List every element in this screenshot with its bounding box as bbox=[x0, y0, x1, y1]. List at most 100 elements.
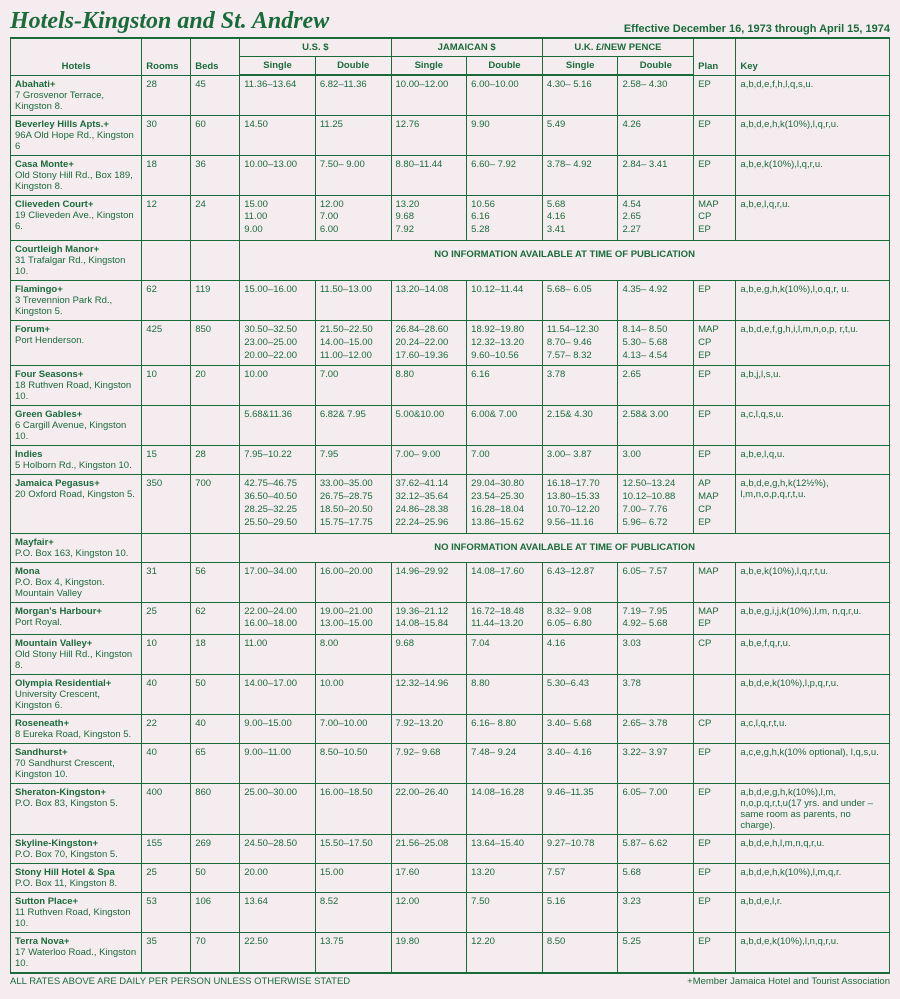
plan-cell: CP bbox=[694, 715, 736, 744]
hotel-cell: Clieveden Court+19 Clieveden Ave., Kings… bbox=[11, 195, 142, 240]
uk-double: 2.84– 3.41 bbox=[618, 155, 694, 195]
beds-cell: 18 bbox=[191, 635, 240, 675]
uk-single: 8.32– 9.086.05– 6.80 bbox=[542, 602, 618, 635]
hotel-cell: Mountain Valley+Old Stony Hill Rd., King… bbox=[11, 635, 142, 675]
us-double: 7.50– 9.00 bbox=[315, 155, 391, 195]
jam-single: 13.20–14.08 bbox=[391, 280, 467, 320]
jam-single: 12.00 bbox=[391, 893, 467, 933]
jam-double: 6.16 bbox=[467, 366, 543, 406]
hotel-cell: Indies5 Holborn Rd., Kingston 10. bbox=[11, 446, 142, 475]
plan-cell: EP bbox=[694, 280, 736, 320]
plan-cell: EP bbox=[694, 366, 736, 406]
rooms-cell bbox=[142, 533, 191, 562]
jam-single: 9.68 bbox=[391, 635, 467, 675]
beds-cell: 106 bbox=[191, 893, 240, 933]
jam-double: 18.92–19.8012.32–13.209.60–10.56 bbox=[467, 320, 543, 365]
us-double: 13.75 bbox=[315, 933, 391, 973]
uk-double: 2.65 bbox=[618, 366, 694, 406]
uk-double: 6.05– 7.57 bbox=[618, 562, 694, 602]
rooms-cell: 10 bbox=[142, 635, 191, 675]
uk-double: 5.25 bbox=[618, 933, 694, 973]
rooms-cell bbox=[142, 240, 191, 280]
hotel-cell: Flamingo+3 Trevennion Park Rd., Kingston… bbox=[11, 280, 142, 320]
uk-double: 2.58& 3.00 bbox=[618, 406, 694, 446]
plan-cell: EP bbox=[694, 446, 736, 475]
jam-double: 10.12–11.44 bbox=[467, 280, 543, 320]
us-double: 19.00–21.0013.00–15.00 bbox=[315, 602, 391, 635]
us-single: 20.00 bbox=[240, 864, 316, 893]
jam-single: 17.60 bbox=[391, 864, 467, 893]
jam-single: 21.56–25.08 bbox=[391, 835, 467, 864]
beds-cell: 119 bbox=[191, 280, 240, 320]
uk-double: 6.05– 7.00 bbox=[618, 784, 694, 835]
uk-double: 4.35– 4.92 bbox=[618, 280, 694, 320]
us-single: 9.00–15.00 bbox=[240, 715, 316, 744]
beds-cell: 70 bbox=[191, 933, 240, 973]
hotel-cell: Morgan's Harbour+Port Royal. bbox=[11, 602, 142, 635]
jam-double: 10.566.165.28 bbox=[467, 195, 543, 240]
plan-cell: EP bbox=[694, 406, 736, 446]
us-single: 10.00–13.00 bbox=[240, 155, 316, 195]
jam-double: 14.08–16.28 bbox=[467, 784, 543, 835]
hotel-cell: Mayfair+P.O. Box 163, Kingston 10. bbox=[11, 533, 142, 562]
us-single: 42.75–46.7536.50–40.5028.25–32.2525.50–2… bbox=[240, 475, 316, 533]
col-us-double: Double bbox=[315, 57, 391, 76]
jam-single: 14.96–29.92 bbox=[391, 562, 467, 602]
hotel-cell: Sheraton-Kingston+P.O. Box 83, Kingston … bbox=[11, 784, 142, 835]
rooms-cell: 10 bbox=[142, 366, 191, 406]
hotel-cell: Sutton Place+11 Ruthven Road, Kingston 1… bbox=[11, 893, 142, 933]
uk-double: 2.58– 4.30 bbox=[618, 75, 694, 115]
rooms-cell: 400 bbox=[142, 784, 191, 835]
key-cell: a,b,e,l,q,u. bbox=[736, 446, 890, 475]
uk-single: 6.43–12.87 bbox=[542, 562, 618, 602]
uk-double: 3.23 bbox=[618, 893, 694, 933]
rooms-cell: 15 bbox=[142, 446, 191, 475]
us-double: 7.95 bbox=[315, 446, 391, 475]
key-cell: a,c,l,q,s,u. bbox=[736, 406, 890, 446]
hotel-cell: Casa Monte+Old Stony Hill Rd., Box 189, … bbox=[11, 155, 142, 195]
hotel-cell: Jamaica Pegasus+20 Oxford Road, Kingston… bbox=[11, 475, 142, 533]
uk-single: 7.57 bbox=[542, 864, 618, 893]
uk-double: 5.87– 6.62 bbox=[618, 835, 694, 864]
key-cell: a,b,d,e,h,k(10%),l,m,q,r. bbox=[736, 864, 890, 893]
col-key: Key bbox=[736, 38, 890, 75]
beds-cell: 36 bbox=[191, 155, 240, 195]
key-cell: a,b,d,e,g,h,k(12½%), l,m,n,o,p,q,r,t,u. bbox=[736, 475, 890, 533]
jam-single: 8.80 bbox=[391, 366, 467, 406]
jam-double: 14.08–17.60 bbox=[467, 562, 543, 602]
us-double: 11.50–13.00 bbox=[315, 280, 391, 320]
us-double: 16.00–20.00 bbox=[315, 562, 391, 602]
rooms-cell bbox=[142, 406, 191, 446]
us-single: 10.00 bbox=[240, 366, 316, 406]
beds-cell: 24 bbox=[191, 195, 240, 240]
rooms-cell: 28 bbox=[142, 75, 191, 115]
us-double: 7.00–10.00 bbox=[315, 715, 391, 744]
uk-single: 5.68– 6.05 bbox=[542, 280, 618, 320]
jam-single: 8.80–11.44 bbox=[391, 155, 467, 195]
uk-double: 3.00 bbox=[618, 446, 694, 475]
uk-single: 3.78 bbox=[542, 366, 618, 406]
uk-single: 11.54–12.308.70– 9.467.57– 8.32 bbox=[542, 320, 618, 365]
footer-left: ALL RATES ABOVE ARE DAILY PER PERSON UNL… bbox=[10, 976, 350, 987]
rooms-cell: 40 bbox=[142, 744, 191, 784]
us-single: 9.00–11.00 bbox=[240, 744, 316, 784]
us-single: 14.00–17.00 bbox=[240, 675, 316, 715]
plan-cell: EP bbox=[694, 75, 736, 115]
uk-single: 5.30–6.43 bbox=[542, 675, 618, 715]
us-double: 7.00 bbox=[315, 366, 391, 406]
uk-double: 3.03 bbox=[618, 635, 694, 675]
us-single: 11.36–13.64 bbox=[240, 75, 316, 115]
plan-cell: EP bbox=[694, 744, 736, 784]
beds-cell: 56 bbox=[191, 562, 240, 602]
jam-double: 8.80 bbox=[467, 675, 543, 715]
col-us-single: Single bbox=[240, 57, 316, 76]
uk-single: 9.27–10.78 bbox=[542, 835, 618, 864]
beds-cell: 40 bbox=[191, 715, 240, 744]
group-jam: JAMAICAN $ bbox=[391, 38, 542, 57]
rooms-cell: 25 bbox=[142, 602, 191, 635]
key-cell: a,b,j,l,s,u. bbox=[736, 366, 890, 406]
us-single: 15.0011.009.00 bbox=[240, 195, 316, 240]
plan-cell: APMAPCPEP bbox=[694, 475, 736, 533]
key-cell: a,b,d,e,h,l,m,n,q,r,u. bbox=[736, 835, 890, 864]
footer-right: +Member Jamaica Hotel and Tourist Associ… bbox=[687, 976, 890, 987]
